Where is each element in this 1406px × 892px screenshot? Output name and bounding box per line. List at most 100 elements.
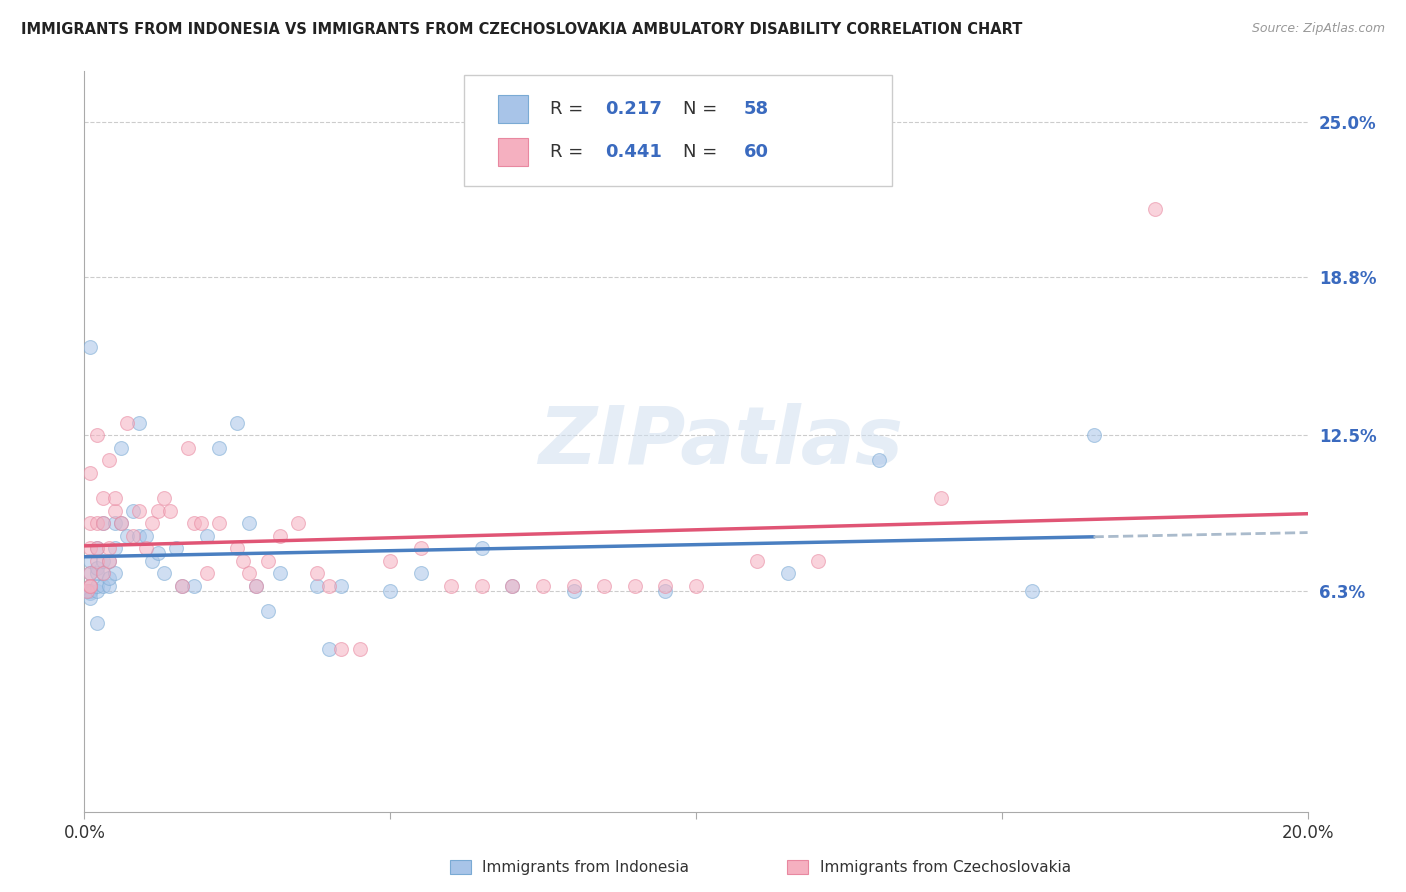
Point [226, 541, 249, 556]
Text: Immigrants from Indonesia: Immigrants from Indonesia [482, 860, 689, 874]
Point [257, 604, 280, 618]
Point [245, 579, 267, 593]
Point [79, 586, 101, 600]
Point [562, 579, 585, 593]
Point [97, 554, 120, 568]
Point [135, 541, 157, 556]
Point [195, 566, 218, 581]
Point [79, 554, 101, 568]
Point [79, 579, 101, 593]
Text: Source: ZipAtlas.com: Source: ZipAtlas.com [1251, 22, 1385, 36]
Point [86, 541, 108, 556]
Point [593, 579, 616, 593]
Text: R =: R = [550, 143, 589, 161]
Point [318, 641, 340, 656]
Point [104, 516, 127, 530]
Point [305, 579, 328, 593]
Point [86, 554, 108, 568]
Point [1143, 202, 1166, 217]
Point [97, 571, 120, 585]
Point [79, 541, 101, 556]
Point [208, 441, 231, 455]
Point [86, 583, 108, 598]
Point [91, 516, 114, 530]
Point [153, 566, 176, 581]
Point [232, 554, 254, 568]
Point [305, 566, 328, 581]
Point [141, 554, 163, 568]
Point [110, 441, 132, 455]
Text: 0.441: 0.441 [606, 143, 662, 161]
Point [471, 579, 494, 593]
FancyBboxPatch shape [498, 95, 529, 123]
Point [122, 529, 145, 543]
Point [471, 541, 494, 556]
Point [79, 566, 101, 581]
Point [172, 579, 194, 593]
Text: 0.217: 0.217 [606, 101, 662, 119]
Point [869, 453, 891, 467]
Point [97, 453, 120, 467]
Point [318, 579, 340, 593]
Point [115, 416, 138, 430]
Point [128, 529, 150, 543]
Point [195, 529, 218, 543]
Point [97, 554, 120, 568]
Point [238, 516, 260, 530]
Point [104, 566, 127, 581]
Point [257, 554, 280, 568]
Point [349, 641, 371, 656]
Text: 58: 58 [744, 101, 769, 119]
Point [183, 579, 205, 593]
Point [115, 529, 138, 543]
Point [91, 566, 114, 581]
Text: IMMIGRANTS FROM INDONESIA VS IMMIGRANTS FROM CZECHOSLOVAKIA AMBULATORY DISABILIT: IMMIGRANTS FROM INDONESIA VS IMMIGRANTS … [21, 22, 1022, 37]
Point [91, 491, 114, 505]
Point [380, 583, 402, 598]
Text: R =: R = [550, 101, 589, 119]
Point [409, 541, 432, 556]
Point [380, 554, 402, 568]
Point [807, 554, 830, 568]
Point [624, 579, 647, 593]
Point [91, 516, 114, 530]
Point [929, 491, 952, 505]
Text: Immigrants from Czechoslovakia: Immigrants from Czechoslovakia [820, 860, 1071, 874]
Point [128, 416, 150, 430]
Point [776, 566, 799, 581]
Point [86, 428, 108, 442]
Point [97, 579, 120, 593]
Point [1083, 428, 1105, 442]
Point [79, 583, 101, 598]
Point [86, 516, 108, 530]
Point [330, 579, 353, 593]
Point [104, 491, 127, 505]
Point [79, 566, 101, 581]
Point [110, 516, 132, 530]
Text: N =: N = [682, 143, 723, 161]
Point [208, 516, 231, 530]
Text: ZIPatlas: ZIPatlas [538, 402, 903, 481]
Point [91, 566, 114, 581]
Point [269, 566, 291, 581]
Text: 60: 60 [744, 143, 769, 161]
Point [86, 561, 108, 575]
Point [141, 516, 163, 530]
Point [86, 541, 108, 556]
Point [128, 503, 150, 517]
Point [654, 579, 676, 593]
Point [76, 583, 98, 598]
FancyBboxPatch shape [498, 137, 529, 166]
Point [86, 566, 108, 581]
FancyBboxPatch shape [464, 75, 891, 186]
Point [91, 554, 114, 568]
Point [79, 516, 101, 530]
Point [153, 491, 176, 505]
Point [502, 579, 524, 593]
Point [562, 583, 585, 598]
Point [159, 503, 181, 517]
Point [502, 579, 524, 593]
Point [1021, 583, 1043, 598]
Point [146, 546, 169, 560]
Point [104, 503, 127, 517]
